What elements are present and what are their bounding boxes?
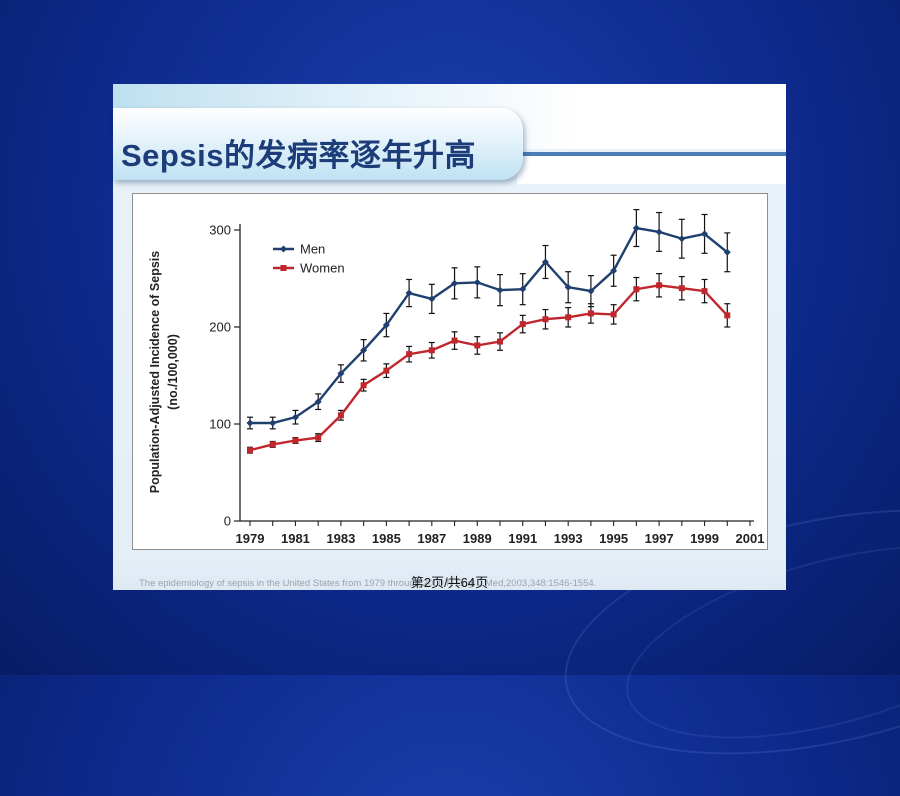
slide-content-panel: Sepsis的发病率逐年升高 0 100 200 300 1979 1981 1983 198…: [113, 84, 786, 590]
women-data-point: [678, 285, 685, 292]
x-tick-label: 1997: [645, 531, 674, 546]
page-number: 第2页/共64页: [410, 575, 489, 590]
x-tick-label: 1989: [463, 531, 492, 546]
men-data-point: [723, 248, 731, 256]
chart-axes: 0 100 200 300 1979 1981 1983 1985 1987 1989 1991 19…: [209, 223, 764, 547]
women-data-point: [428, 347, 435, 354]
women-data-point: [451, 337, 458, 344]
men-data-point: [564, 283, 572, 291]
x-tick-label: 1995: [599, 531, 628, 546]
men-data-point: [382, 321, 390, 329]
legend-women-marker: [280, 265, 287, 271]
men-data-point: [314, 398, 322, 406]
men-data-point: [496, 286, 504, 294]
citation-text: The epidemiology of sepsis in the United…: [139, 578, 597, 589]
women-data-point: [269, 441, 276, 448]
women-data-point: [656, 282, 663, 289]
y-tick-label: 200: [209, 320, 231, 335]
women-data-point: [519, 321, 526, 328]
men-data-point: [678, 235, 686, 243]
women-data-point: [497, 338, 503, 345]
legend-women-label: Women: [300, 261, 345, 276]
title-tab: Sepsis的发病率逐年升高: [113, 108, 523, 180]
men-data-point: [655, 228, 663, 236]
women-data-point: [565, 314, 572, 321]
women-data-point: [610, 311, 617, 318]
men-data-point: [360, 346, 368, 354]
women-data-point: [315, 434, 322, 441]
men-data-point: [701, 230, 709, 238]
title-white-area: [517, 156, 786, 184]
x-tick-label: 1987: [417, 531, 446, 546]
legend-men-marker: [280, 245, 287, 253]
chart-legend: Men Women: [273, 242, 345, 276]
men-data-point: [246, 419, 254, 427]
slide-title: Sepsis的发病率逐年升高: [121, 138, 476, 173]
x-tick-label: 1993: [554, 531, 583, 546]
women-data-point: [292, 437, 299, 444]
women-data-point: [633, 286, 640, 293]
men-data-point: [337, 370, 345, 378]
x-tick-label: 1999: [690, 531, 719, 546]
y-axis-label-units: (no./100,000): [166, 334, 180, 410]
men-data-point: [519, 285, 527, 293]
y-tick-label: 0: [224, 514, 231, 529]
women-data-point: [474, 342, 481, 349]
men-data-point: [610, 267, 618, 275]
men-series-line: [250, 226, 729, 425]
men-data-point: [451, 279, 459, 287]
men-data-point: [541, 258, 549, 266]
chart-series: [246, 209, 731, 454]
x-tick-label: 1985: [372, 531, 401, 546]
x-tick-label: 1979: [236, 531, 265, 546]
women-data-point: [724, 312, 731, 319]
women-data-point: [360, 382, 367, 389]
men-data-point: [428, 295, 436, 303]
y-tick-label: 300: [209, 223, 231, 238]
y-tick-label: 100: [209, 417, 231, 432]
x-tick-label: 1981: [281, 531, 310, 546]
men-data-point: [405, 289, 413, 297]
men-data-point: [269, 419, 277, 427]
women-data-point: [247, 447, 253, 454]
legend-men-label: Men: [300, 242, 325, 257]
women-data-point: [383, 367, 390, 374]
men-data-point: [587, 287, 595, 295]
chart-frame: 0 100 200 300 1979 1981 1983 1985 1987 1989 1991 19…: [132, 193, 768, 550]
x-tick-label: 1991: [508, 531, 537, 546]
women-series-line: [249, 284, 729, 452]
men-data-point: [632, 224, 640, 232]
x-tick-label: 1983: [326, 531, 355, 546]
men-data-point: [291, 413, 299, 421]
men-data-point: [473, 278, 481, 286]
women-data-point: [406, 351, 413, 358]
title-rule: [517, 152, 786, 156]
women-data-point: [337, 412, 344, 419]
women-data-point: [542, 316, 549, 323]
y-axis-label: Population-Adjusted Incidence of Sepsis: [148, 251, 162, 493]
panel-footer-band: [113, 560, 786, 590]
x-tick-label: 2001: [736, 531, 765, 546]
incidence-chart: 0 100 200 300 1979 1981 1983 1985 1987 1989 1991 19…: [148, 209, 764, 547]
women-data-point: [587, 310, 594, 317]
women-data-point: [701, 288, 708, 295]
